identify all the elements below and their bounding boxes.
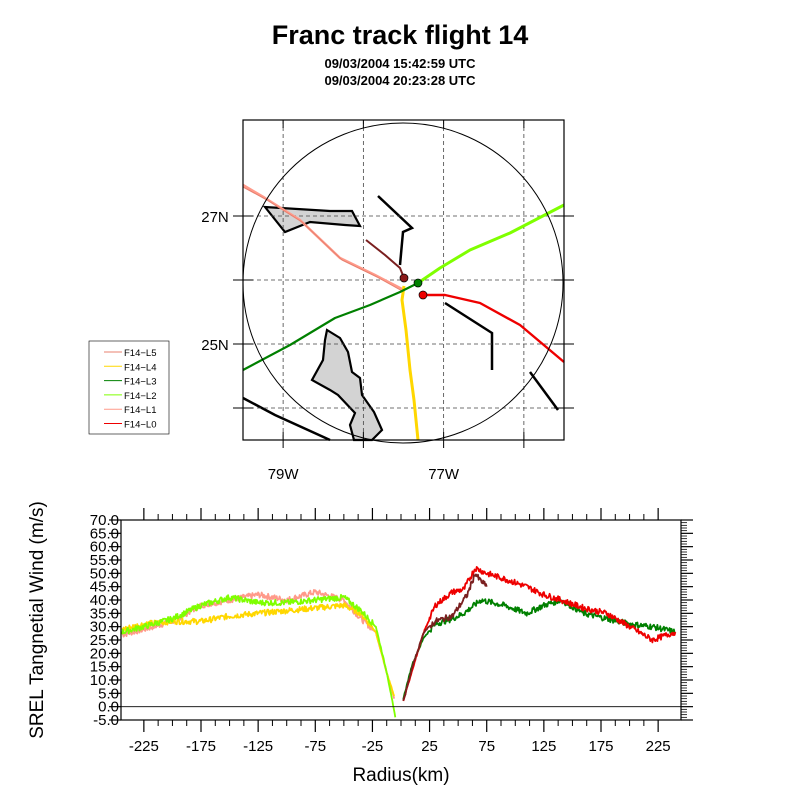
coastline: [528, 371, 560, 411]
x-tick-label: 25: [421, 738, 438, 755]
lon-label: 77W: [428, 466, 460, 483]
chart-axes: -225 -175 -125 -75 -25 25 75 125 175 225 -5.00.05.…: [90, 508, 693, 755]
x-tick-label: 75: [478, 738, 495, 755]
y-tick-label: 10.0: [90, 672, 119, 689]
y-tick-label: 30.0: [90, 619, 119, 636]
lat-label: 27N: [201, 209, 229, 226]
track-l5: [242, 186, 405, 293]
coastline: [377, 195, 415, 266]
track-l3: [242, 282, 419, 371]
y-tick-label: 0.0: [98, 699, 119, 716]
coastline: [242, 396, 331, 442]
series-line-brown_track: [402, 573, 488, 701]
y-tick-label: 45.0: [90, 579, 119, 596]
x-tick-label: -175: [186, 738, 216, 755]
lat-label: 25N: [201, 337, 229, 354]
lon-label: 79W: [268, 466, 300, 483]
legend-label: F14−L0: [124, 420, 157, 431]
y-tick-label: 70.0: [90, 512, 119, 529]
y-tick-label: 55.0: [90, 552, 119, 569]
center-marker-red: [418, 290, 428, 300]
series-line-l0: [402, 566, 677, 702]
track-l2: [417, 203, 565, 285]
y-tick-label: 35.0: [90, 605, 119, 622]
legend-label: F14−L2: [124, 391, 157, 402]
track-l0: [423, 293, 565, 363]
y-tick-label: 50.0: [90, 565, 119, 582]
legend-label: F14−L3: [124, 377, 157, 388]
y-tick-label: 60.0: [90, 539, 119, 556]
legend-label: F14−L5: [124, 348, 157, 359]
start-time: 09/03/2004 15:42:59 UTC: [324, 56, 476, 71]
chart-frame: [120, 519, 682, 721]
legend-label: F14−L4: [124, 362, 157, 373]
track-map: 27N 25N 79W 77W: [201, 119, 574, 483]
legend-label: F14−L1: [124, 405, 157, 416]
wind-chart: -225 -175 -125 -75 -25 25 75 125 175 225 -5.00.05.…: [90, 508, 693, 755]
chart-title: Franc track flight 14: [271, 20, 529, 50]
y-tick-label: 5.0: [98, 685, 119, 702]
y-tick-label: 20.0: [90, 645, 119, 662]
y-tick-label: 65.0: [90, 525, 119, 542]
center-marker-green: [413, 278, 423, 288]
x-tick-label: 175: [588, 738, 613, 755]
y-tick-label: 40.0: [90, 592, 119, 609]
y-tick-label: 25.0: [90, 632, 119, 649]
x-tick-label: 225: [646, 738, 671, 755]
series-line-l2: [121, 593, 397, 718]
y-tick-label: -5.0: [93, 712, 119, 729]
coastline: [444, 301, 494, 370]
end-time: 09/03/2004 20:23:28 UTC: [324, 73, 476, 88]
x-axis-label: Radius(km): [352, 765, 449, 786]
x-tick-label: -125: [243, 738, 273, 755]
x-tick-label: -25: [362, 738, 384, 755]
track-l4: [400, 285, 420, 441]
x-tick-label: -225: [129, 738, 159, 755]
series-line-l4: [121, 602, 395, 697]
map-frame: [242, 119, 565, 441]
x-tick-label: 125: [531, 738, 556, 755]
flight-tracks: [242, 183, 565, 441]
center-marker-brown: [399, 273, 409, 283]
y-tick-label: 15.0: [90, 659, 119, 676]
chart-series: [121, 566, 677, 718]
legend: F14−L5 F14−L4 F14−L3 F14−L2 F14−L1 F14−L0: [88, 340, 170, 435]
track-brown_track: [365, 239, 405, 279]
x-tick-label: -75: [304, 738, 326, 755]
y-axis-label: SREL Tangnetial Wind (m/s): [27, 501, 48, 739]
